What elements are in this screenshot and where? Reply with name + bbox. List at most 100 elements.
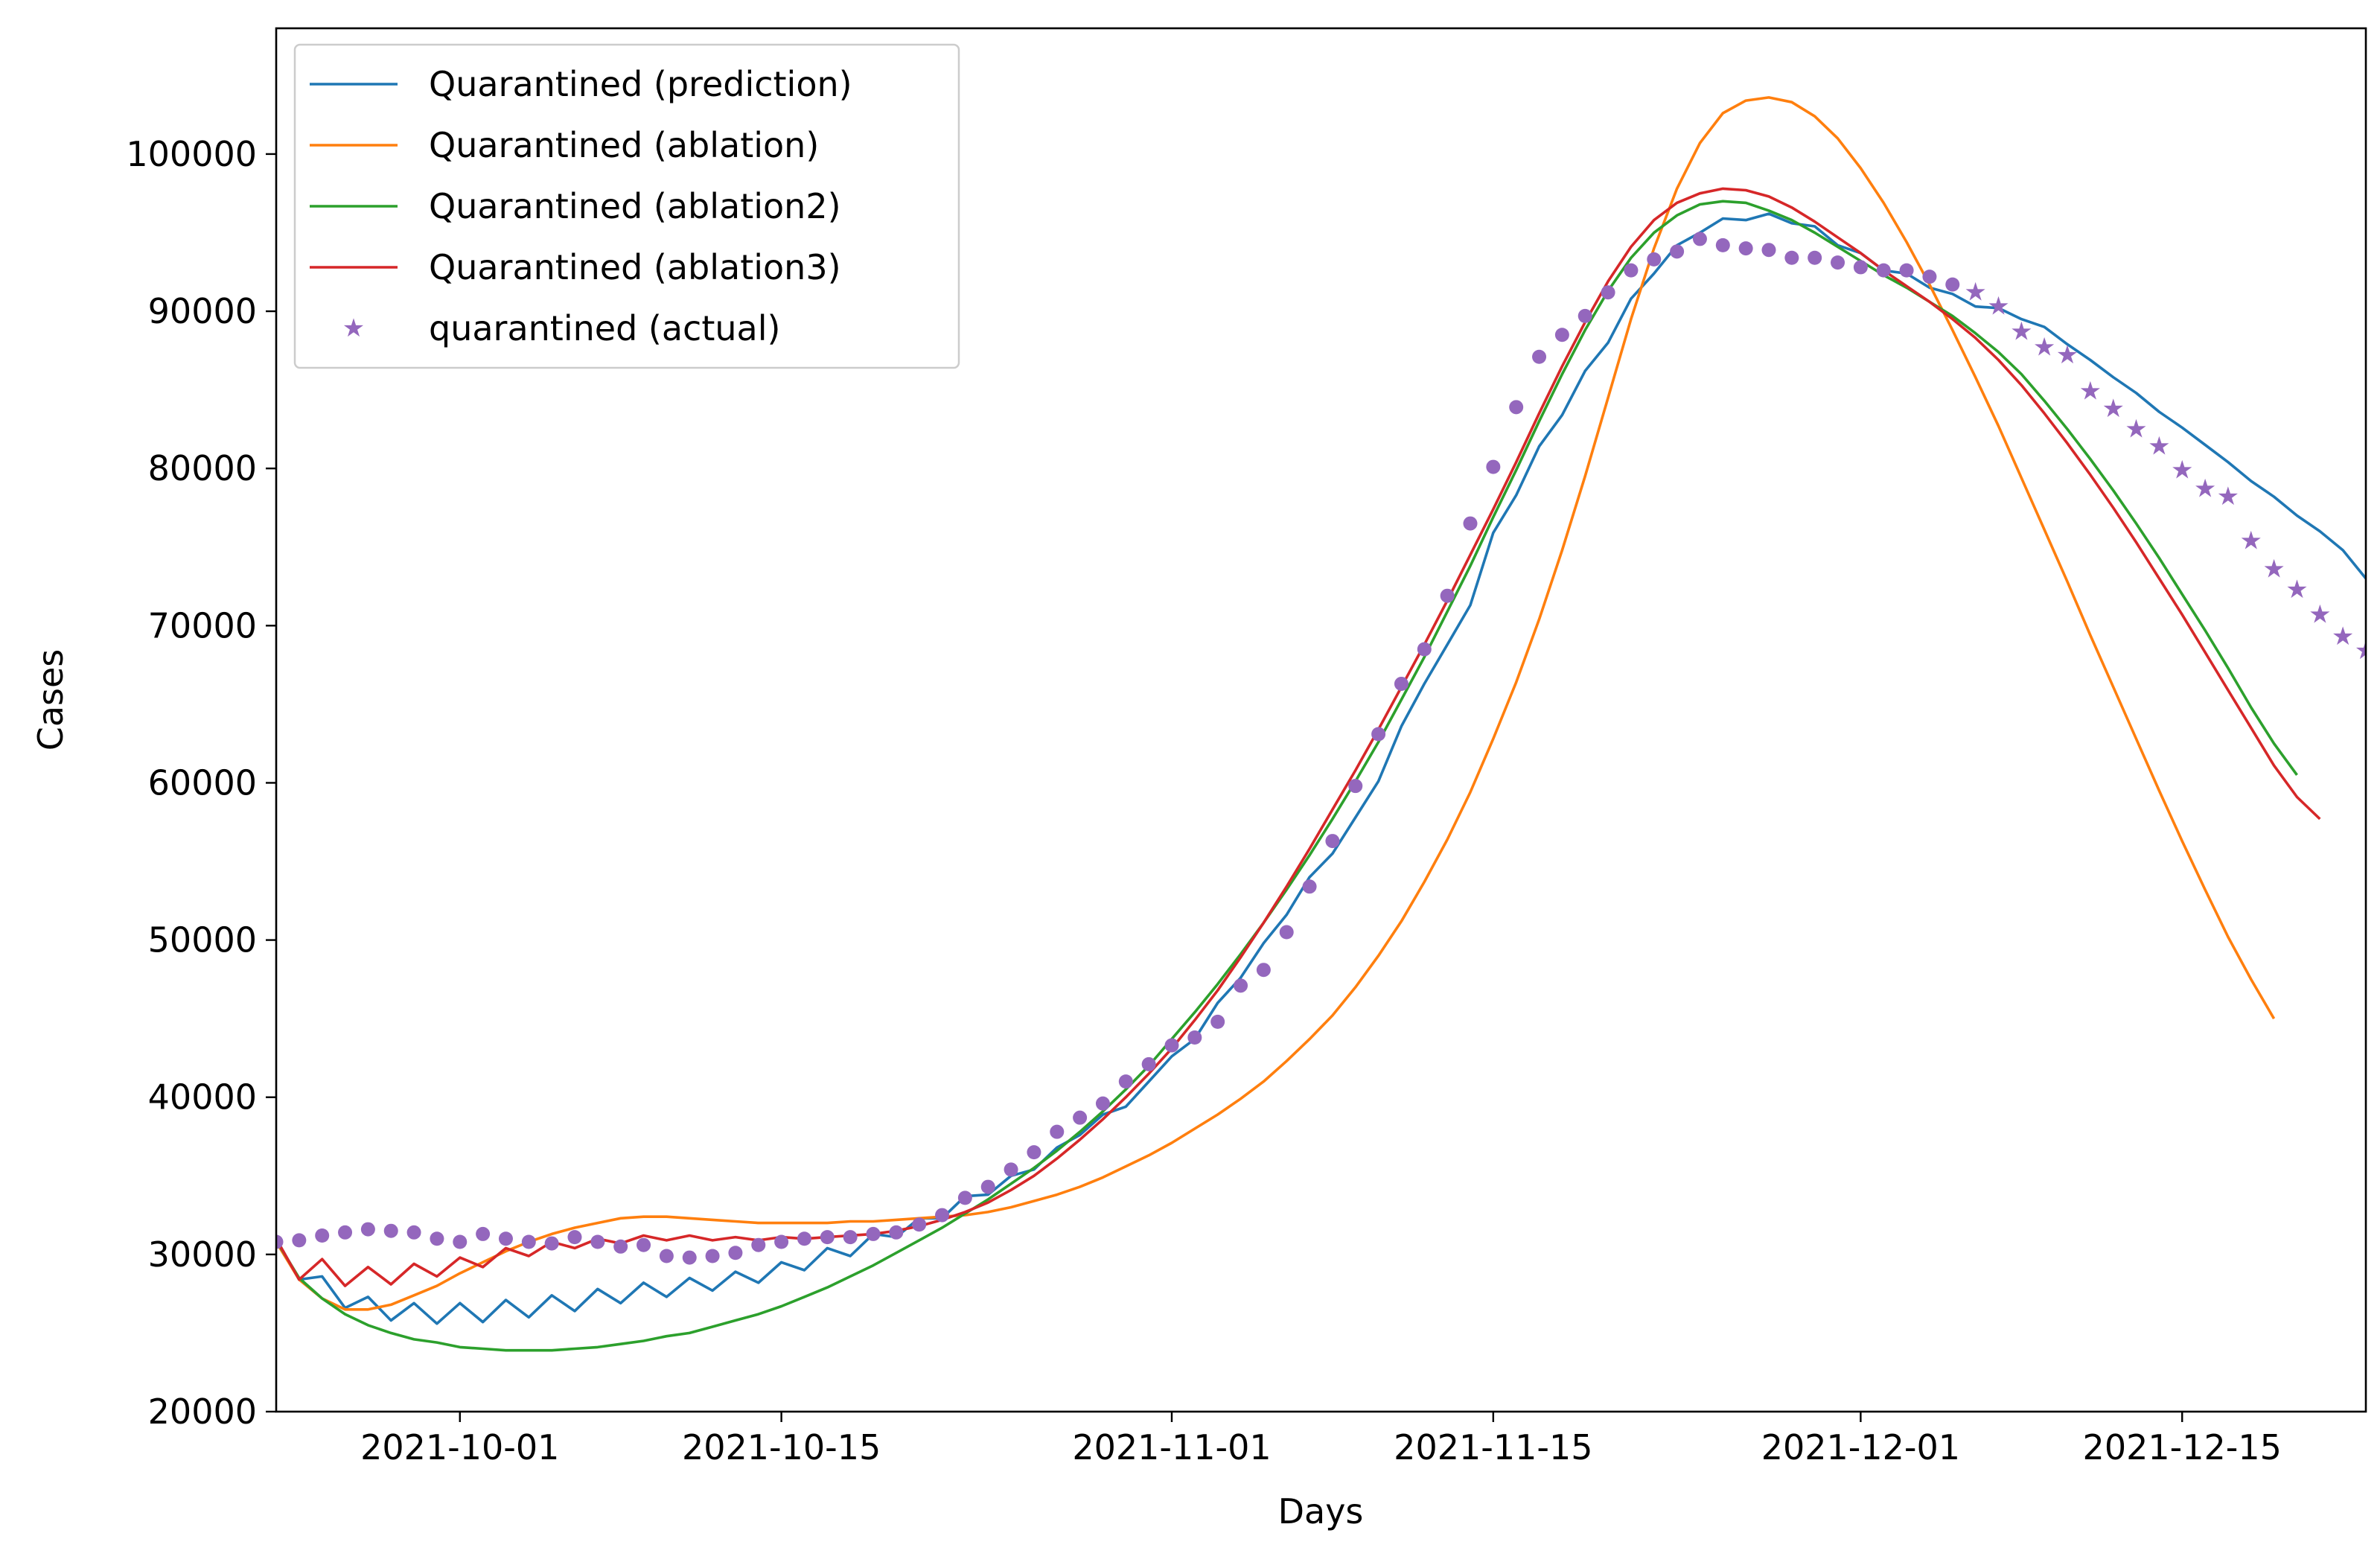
data-point	[338, 1225, 353, 1240]
data-point	[292, 1233, 307, 1248]
data-point	[935, 1208, 950, 1223]
x-tick-label: 2021-11-15	[1394, 1427, 1592, 1467]
data-point: ★	[2102, 394, 2124, 424]
data-point: ★	[2355, 636, 2377, 666]
data-point	[276, 1234, 284, 1249]
data-point	[1624, 263, 1639, 278]
data-point: ★	[1987, 292, 2009, 322]
data-point	[1325, 834, 1340, 849]
y-tick-label: 60000	[148, 762, 257, 803]
y-axis-ticks: 20000 30000 40000 50000 60000 70000 80000 90000…	[126, 134, 276, 1432]
data-point	[866, 1226, 881, 1241]
data-point	[820, 1230, 835, 1245]
data-point: ★	[2309, 600, 2331, 630]
data-point	[1095, 1096, 1110, 1111]
y-tick-label: 100000	[126, 134, 257, 174]
data-point	[1554, 328, 1569, 342]
data-point	[1234, 978, 1248, 993]
data-point	[957, 1191, 972, 1205]
data-point	[1073, 1110, 1088, 1125]
series-actual-points: ★ ★★★ ★★★★★★★ ★★★★★★ ★	[276, 232, 2377, 1265]
data-point	[315, 1228, 330, 1243]
plot-frame	[275, 27, 2367, 1413]
data-point	[1761, 243, 1776, 258]
data-point	[1532, 349, 1547, 364]
y-tick-label: 80000	[148, 448, 257, 488]
data-point	[1876, 263, 1891, 278]
data-point	[1256, 963, 1271, 978]
data-point	[1348, 779, 1363, 794]
legend-marker: ★	[342, 313, 365, 343]
data-point	[544, 1236, 559, 1251]
data-point: ★	[2125, 414, 2147, 444]
data-point	[637, 1237, 651, 1252]
data-point: ★	[2262, 554, 2285, 584]
data-point	[1601, 285, 1615, 300]
series-line-1	[276, 212, 2366, 1325]
data-point	[613, 1239, 628, 1254]
data-point	[659, 1249, 674, 1263]
y-tick-label: 20000	[148, 1392, 257, 1432]
y-tick-label: 40000	[148, 1077, 257, 1118]
data-point	[1164, 1038, 1179, 1053]
legend-box	[293, 43, 960, 369]
data-point	[1945, 277, 1960, 292]
data-point	[453, 1234, 468, 1249]
data-point	[406, 1225, 421, 1240]
data-point	[1647, 252, 1662, 267]
data-point: ★	[2332, 622, 2354, 651]
x-tick-label: 2021-10-01	[360, 1427, 559, 1467]
data-point	[1831, 255, 1845, 270]
data-point	[1187, 1030, 1202, 1045]
legend-item: Quarantined (ablation2)	[310, 186, 841, 226]
data-point	[1738, 241, 1753, 256]
data-point	[1899, 263, 1914, 278]
legend-item: Quarantined (ablation)	[310, 125, 819, 165]
data-point	[1050, 1124, 1065, 1139]
data-point	[1509, 400, 1524, 415]
data-point	[1210, 1014, 1225, 1029]
data-point	[1853, 260, 1868, 275]
data-point	[567, 1230, 582, 1245]
data-point	[1715, 238, 1730, 252]
x-tick-label: 2021-12-15	[2083, 1427, 2282, 1467]
legend: Quarantined (prediction) Quarantined (abl…	[293, 43, 960, 369]
data-point	[1440, 588, 1455, 603]
data-point	[1784, 250, 1799, 265]
data-point	[980, 1179, 995, 1194]
y-tick-label: 30000	[148, 1234, 257, 1275]
data-point	[1486, 459, 1501, 474]
x-tick-label: 2021-11-01	[1072, 1427, 1271, 1467]
data-point	[843, 1230, 858, 1245]
data-point	[1670, 244, 1685, 259]
data-point	[1004, 1162, 1018, 1177]
data-point: ★	[2217, 482, 2239, 511]
data-point: ★	[2079, 377, 2102, 407]
series-line-3	[276, 200, 2298, 1352]
data-point	[1577, 308, 1592, 323]
data-point	[1808, 250, 1822, 265]
data-point	[1371, 727, 1386, 742]
data-point: ★	[2148, 432, 2170, 462]
y-tick-label: 90000	[148, 291, 257, 331]
data-point	[383, 1223, 398, 1238]
data-point: ★	[2010, 316, 2032, 346]
data-point	[590, 1234, 605, 1249]
data-point	[1141, 1056, 1156, 1071]
data-point	[912, 1217, 927, 1232]
data-point: ★	[2056, 340, 2078, 370]
data-point	[774, 1234, 789, 1249]
data-point	[797, 1231, 811, 1246]
legend-label: Quarantined (prediction)	[429, 64, 852, 104]
legend-label: Quarantined (ablation2)	[429, 186, 841, 226]
data-point: ★	[2171, 455, 2193, 485]
legend-item: ★ quarantined (actual)	[342, 308, 781, 348]
y-tick-label: 70000	[148, 605, 257, 646]
y-axis-label: Cases	[31, 649, 71, 751]
y-tick-label: 50000	[148, 920, 257, 960]
data-point	[430, 1231, 444, 1246]
data-point	[1279, 925, 1294, 940]
data-point	[1417, 642, 1432, 657]
